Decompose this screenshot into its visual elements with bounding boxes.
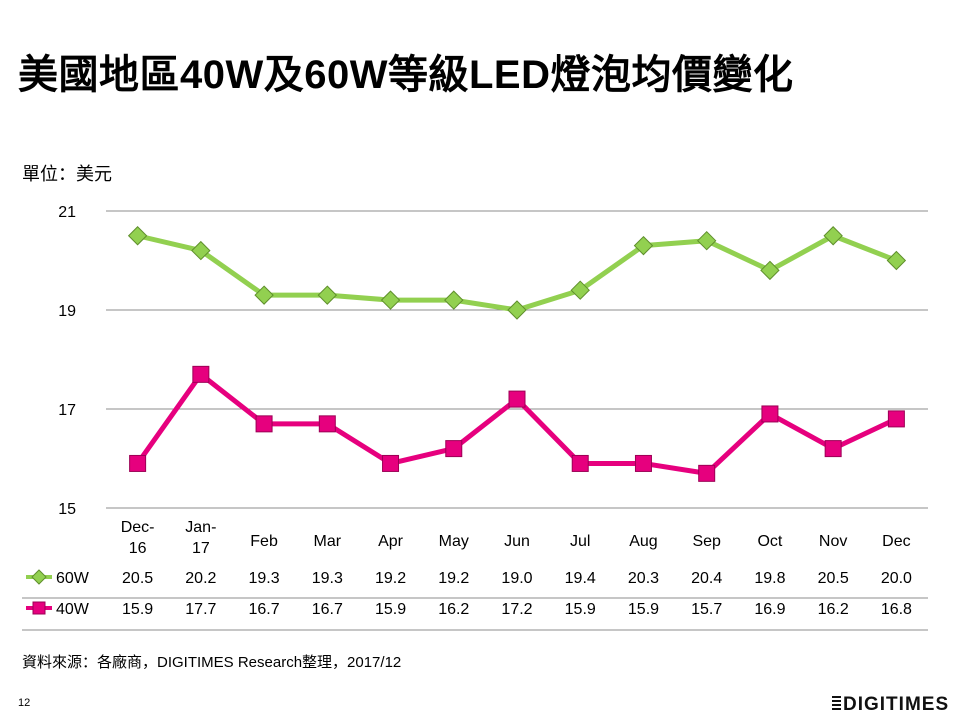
table-cell-60W: 20.4 (691, 570, 722, 587)
data-point-40W (698, 464, 716, 482)
table-cell-60W: 20.3 (628, 570, 659, 587)
data-point-40W (887, 410, 905, 428)
x-category-label: Nov (819, 533, 847, 550)
table-cell-60W: 19.2 (375, 570, 406, 587)
table-cell-40W: 15.9 (628, 601, 659, 618)
table-cell-40W: 16.2 (818, 601, 849, 618)
source-note: 資料來源：各廠商，DIGITIMES Research整理，2017/12 (22, 654, 402, 671)
data-point-60W (760, 260, 780, 281)
legend-marker-40W (32, 601, 46, 615)
y-tick-label: 15 (58, 501, 76, 518)
table-cell-60W: 19.3 (249, 570, 280, 587)
table-cell-60W: 19.4 (565, 570, 596, 587)
x-category-label: Apr (378, 533, 404, 550)
data-point-40W (634, 454, 652, 472)
x-category-label: Jun (504, 533, 530, 550)
x-category-label: Mar (314, 533, 342, 550)
y-tick-label: 17 (58, 402, 76, 419)
data-point-40W (255, 415, 273, 433)
gridlines (106, 210, 928, 509)
data-point-40W (571, 454, 589, 472)
data-point-40W (445, 440, 463, 458)
table-cell-40W: 15.9 (565, 601, 596, 618)
table-cell-60W: 20.5 (818, 570, 849, 587)
x-axis-categories: Dec- 16 Jan- 17 Feb Mar Apr May Jun Jul Aug Sep Oct N… (121, 519, 911, 557)
x-category-label: Dec (882, 533, 910, 550)
table-cell-60W: 20.2 (185, 570, 216, 587)
table-cell-40W: 15.7 (691, 601, 722, 618)
table-cell-40W: 16.9 (754, 601, 785, 618)
x-category-label-line: Jan- (185, 519, 216, 536)
y-tick-label: 21 (58, 204, 76, 221)
data-point-40W (508, 390, 526, 408)
data-point-60W (696, 230, 717, 251)
data-point-40W (761, 405, 779, 423)
y-axis-ticks: 15 17 19 21 (58, 204, 76, 518)
x-category-label: Feb (250, 533, 278, 550)
data-point-40W (192, 365, 210, 383)
x-category-label: Sep (692, 533, 721, 550)
table-cell-60W: 20.0 (881, 570, 912, 587)
digitimes-logo: DIGITIMES (832, 694, 949, 716)
data-point-40W (129, 454, 147, 472)
table-cell-40W: 17.7 (185, 601, 216, 618)
series-line-60W (135, 233, 899, 313)
legend-label-40W: 40W (56, 601, 90, 618)
table-cell-60W: 19.8 (754, 570, 785, 587)
data-point-40W (824, 440, 842, 458)
x-category-label: Aug (629, 533, 657, 550)
data-point-60W (380, 290, 401, 310)
data-point-60W (823, 226, 843, 246)
logo-text: DIGITIMES (843, 694, 950, 715)
unit-label: 單位：美元 (22, 164, 112, 184)
table-cell-40W: 15.9 (122, 601, 153, 618)
table-cell-60W: 19.3 (312, 570, 343, 587)
table-cell-40W: 16.8 (881, 601, 912, 618)
table-cell-40W: 16.7 (312, 601, 343, 618)
y-tick-label: 19 (58, 303, 76, 320)
data-point-40W (318, 415, 336, 433)
data-point-60W (191, 240, 211, 261)
table-cell-40W: 15.9 (375, 601, 406, 618)
x-category-label: Oct (757, 533, 782, 550)
x-category-label-line: 16 (129, 540, 147, 557)
table-cell-40W: 16.7 (249, 601, 280, 618)
logo-mark-icon (832, 696, 841, 711)
x-category-label: Jan- 17 (185, 519, 216, 557)
page-title: 美國地區40W及60W等級LED燈泡均價變化 (18, 53, 794, 97)
line-chart: 15 17 19 21 Dec- 16 Jan- 17 Feb Mar Apr May Jun Jul A… (22, 204, 928, 631)
data-point-60W (254, 285, 274, 305)
data-point-40W (382, 454, 400, 472)
data-point-60W (317, 285, 338, 305)
x-category-label: Jul (570, 533, 590, 550)
data-point-60W (886, 250, 907, 271)
series-line-40W (135, 371, 899, 476)
x-category-label-line: 17 (192, 540, 210, 557)
legend-marker-60W (31, 569, 47, 585)
data-point-60W (507, 300, 527, 320)
data-point-60W (127, 226, 148, 246)
x-category-label-line: Dec- (121, 519, 155, 536)
table-cell-60W: 19.2 (438, 570, 469, 587)
table-cell-60W: 20.5 (122, 570, 153, 587)
table-cell-40W: 17.2 (501, 601, 532, 618)
data-table: 60W 20.5 20.2 19.3 19.3 19.2 19.2 19.0 19.4 20.3 2… (22, 569, 928, 631)
legend-label-60W: 60W (56, 570, 90, 587)
page-number: 12 (18, 697, 31, 709)
data-point-60W (633, 235, 654, 256)
table-cell-40W: 16.2 (438, 601, 469, 618)
data-point-60W (570, 280, 590, 300)
series-lines (127, 226, 907, 482)
x-category-label: Dec- 16 (121, 519, 155, 557)
x-category-label: May (439, 533, 469, 550)
data-point-60W (444, 290, 464, 310)
table-cell-60W: 19.0 (501, 570, 532, 587)
